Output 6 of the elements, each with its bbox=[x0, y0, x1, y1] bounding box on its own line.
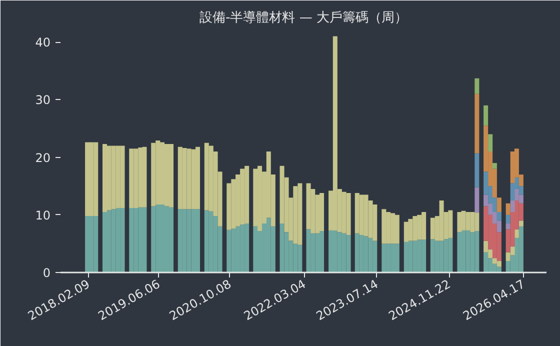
y-tick-label: 10 bbox=[35, 208, 51, 222]
y-tick-label: 40 bbox=[35, 36, 51, 50]
y-tick-label: 0 bbox=[42, 266, 51, 280]
y-tick-label: 30 bbox=[35, 93, 51, 108]
y-tick-label: 20 bbox=[35, 150, 51, 165]
chart-title: 設備-半導體材料 — 大戶籌碼（周） bbox=[200, 10, 408, 26]
